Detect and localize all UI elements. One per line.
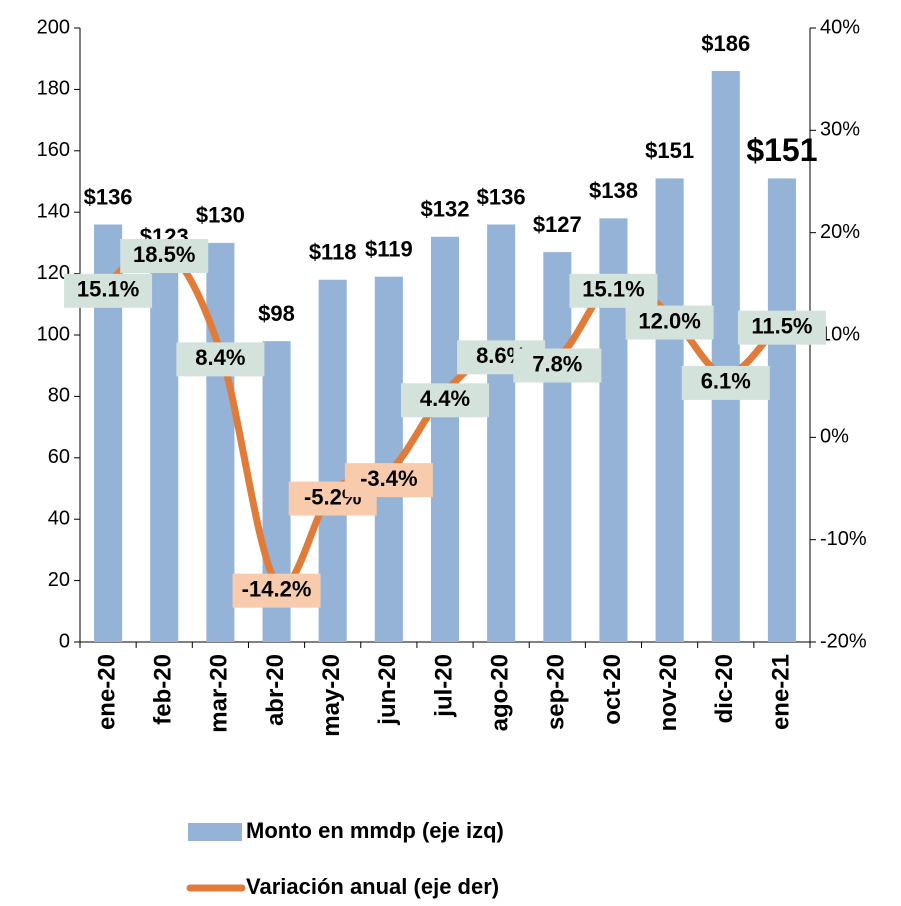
data-label: $127	[533, 212, 582, 237]
data-label-box	[120, 239, 209, 274]
data-label: $151	[645, 138, 694, 163]
data-label: $136	[84, 184, 133, 209]
y2-tick-label: 20%	[820, 221, 860, 243]
y2-tick-label: 10%	[820, 323, 860, 345]
bar	[767, 178, 796, 642]
data-label: $132	[421, 197, 470, 222]
data-label: $130	[196, 203, 245, 228]
data-label: -14.2%	[242, 576, 312, 601]
x-tick-label: mar-20	[206, 654, 233, 733]
data-label: $151	[746, 132, 817, 168]
data-label: 15.1%	[582, 277, 644, 302]
data-label-box	[344, 463, 433, 498]
x-tick-label: ene-21	[767, 654, 794, 730]
data-label: 12.0%	[638, 308, 700, 333]
data-label-box	[681, 365, 770, 400]
y-tick-label: 80	[48, 385, 70, 407]
y2-tick-label: 0%	[820, 426, 849, 448]
data-label: $186	[701, 31, 750, 56]
data-label: $118	[309, 240, 357, 265]
y-tick-label: 40	[48, 507, 70, 529]
data-label-box	[401, 383, 489, 418]
bar	[318, 279, 347, 642]
bar	[206, 242, 235, 642]
data-label-box	[176, 342, 265, 377]
y-tick-label: 200	[37, 16, 70, 38]
data-label: 15.1%	[77, 277, 139, 302]
y2-tick-label: -20%	[820, 630, 867, 652]
data-label: $119	[365, 236, 413, 261]
bar	[655, 178, 684, 642]
y-tick-label: 160	[37, 139, 70, 161]
x-tick-label: dic-20	[711, 654, 738, 723]
data-label: $136	[477, 184, 526, 209]
data-label: 6.1%	[701, 369, 751, 394]
y-tick-label: 60	[48, 446, 70, 468]
legend-swatch	[188, 823, 242, 841]
data-label: -3.4%	[360, 466, 417, 491]
data-label: 7.8%	[532, 351, 582, 376]
y-tick-label: 20	[48, 569, 70, 591]
data-label: $98	[258, 301, 295, 326]
data-label: 11.5%	[751, 313, 812, 338]
x-tick-label: abr-20	[262, 654, 289, 726]
data-label: $138	[589, 178, 638, 203]
y2-tick-label: 30%	[820, 119, 860, 141]
data-label-box	[625, 305, 714, 340]
bar	[711, 70, 740, 643]
bar	[487, 224, 516, 643]
y2-tick-label: -10%	[820, 528, 867, 550]
x-tick-label: ene-20	[93, 654, 120, 730]
y-tick-label: 100	[37, 323, 70, 345]
data-label: 18.5%	[133, 242, 195, 267]
data-label-box	[513, 348, 602, 383]
x-tick-label: feb-20	[150, 654, 177, 725]
x-tick-label: ago-20	[486, 654, 513, 731]
y2-tick-label: 40%	[820, 16, 860, 38]
y-tick-label: 120	[37, 262, 70, 284]
x-tick-label: oct-20	[599, 654, 626, 725]
x-tick-label: may-20	[318, 654, 345, 737]
legend-label: Monto en mmdp (eje izq)	[246, 818, 504, 843]
data-label: 4.4%	[420, 386, 470, 411]
data-label: 8.4%	[195, 345, 245, 370]
legend-label: Variación anual (eje der)	[246, 874, 499, 899]
x-tick-label: jul-20	[430, 654, 457, 718]
y-tick-label: 0	[59, 630, 70, 652]
data-label-box	[64, 273, 153, 308]
bar	[543, 252, 572, 643]
x-tick-label: nov-20	[655, 654, 682, 731]
data-label-box	[232, 573, 321, 608]
data-label-box	[569, 273, 658, 308]
x-tick-label: jun-20	[374, 654, 401, 726]
data-label-box	[737, 310, 826, 345]
y-tick-label: 180	[37, 78, 70, 100]
bar	[430, 236, 460, 642]
x-tick-label: sep-20	[543, 654, 570, 730]
bar	[150, 264, 179, 642]
y-tick-label: 140	[37, 200, 70, 222]
